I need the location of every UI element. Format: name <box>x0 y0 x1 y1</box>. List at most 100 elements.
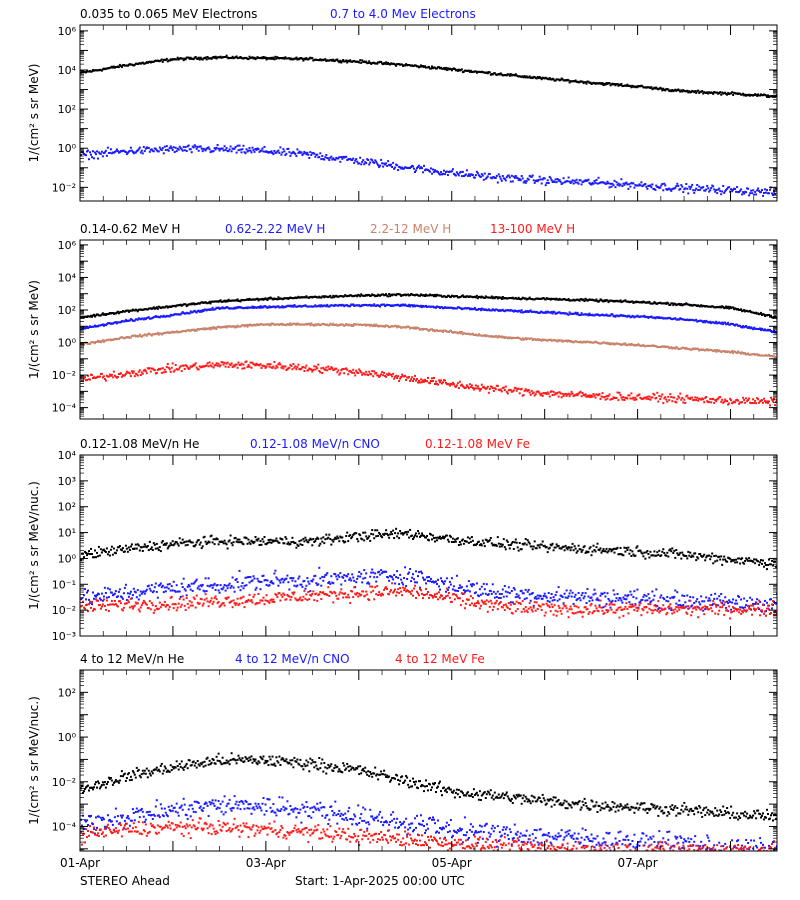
data-point <box>342 540 345 542</box>
data-point <box>431 377 433 380</box>
data-point <box>87 552 89 555</box>
data-point <box>763 397 765 400</box>
data-point <box>138 369 141 372</box>
data-point <box>540 339 543 342</box>
data-point <box>135 547 138 550</box>
data-point <box>229 145 232 148</box>
data-point <box>157 333 160 336</box>
data-point <box>602 300 605 303</box>
data-point <box>488 388 491 390</box>
data-point <box>261 538 264 541</box>
data-point <box>97 151 100 154</box>
data-point <box>247 149 250 152</box>
data-point <box>204 149 207 152</box>
data-point <box>258 544 261 546</box>
data-point <box>395 374 398 377</box>
data-point <box>305 295 308 298</box>
data-point <box>499 296 502 299</box>
data-point <box>301 544 304 546</box>
data-point <box>487 391 490 394</box>
data-point <box>162 371 165 374</box>
data-point <box>367 159 370 161</box>
data-point <box>642 343 645 346</box>
data-point <box>135 373 138 376</box>
data-point <box>97 157 99 160</box>
data-point <box>295 155 298 158</box>
data-point <box>263 536 266 538</box>
data-point <box>666 400 669 403</box>
data-point <box>155 306 158 309</box>
data-point <box>760 329 762 332</box>
data-point <box>214 55 217 58</box>
data-point <box>385 162 388 165</box>
data-point <box>508 176 511 179</box>
data-point <box>748 326 751 328</box>
data-point <box>316 536 319 539</box>
data-point <box>405 63 408 66</box>
data-point <box>521 337 524 340</box>
data-point <box>266 542 269 544</box>
data-point <box>757 93 760 96</box>
data-point <box>115 322 118 325</box>
data-point <box>385 61 388 64</box>
data-point <box>763 313 765 316</box>
data-point <box>679 187 682 190</box>
data-point <box>653 393 656 396</box>
data-point <box>461 294 464 297</box>
data-point <box>430 167 432 170</box>
data-point <box>270 541 273 544</box>
data-point <box>227 150 230 153</box>
data-point <box>680 89 683 92</box>
data-point <box>523 75 526 78</box>
data-point <box>253 540 256 543</box>
data-point <box>706 91 709 94</box>
data-point <box>176 542 179 545</box>
data-point <box>173 369 176 372</box>
data-point <box>716 192 719 195</box>
data-point <box>104 551 107 553</box>
data-point <box>251 361 254 364</box>
data-point <box>80 154 82 157</box>
data-point <box>177 148 180 151</box>
data-point <box>560 339 563 342</box>
data-point <box>382 374 385 377</box>
data-point <box>713 188 716 191</box>
data-point <box>93 157 95 160</box>
data-point <box>464 173 467 176</box>
data-point <box>628 183 631 186</box>
data-point <box>724 306 727 309</box>
data-point <box>755 402 758 405</box>
data-point <box>359 156 362 159</box>
data-point <box>490 309 493 312</box>
data-point <box>488 71 491 74</box>
data-point <box>261 147 264 150</box>
data-point <box>241 148 244 151</box>
data-point <box>310 368 313 371</box>
data-point <box>566 180 569 183</box>
data-point <box>422 171 424 174</box>
data-point <box>529 393 532 396</box>
data-point <box>392 372 395 375</box>
data-point <box>251 146 254 149</box>
data-point <box>272 153 275 156</box>
data-point <box>554 79 557 82</box>
data-point <box>147 146 150 149</box>
data-point <box>179 147 182 150</box>
data-point <box>400 376 403 378</box>
data-point <box>142 318 145 321</box>
data-point <box>747 187 750 190</box>
data-point <box>320 367 323 370</box>
data-point <box>414 326 416 329</box>
data-point <box>619 299 622 302</box>
data-point <box>215 146 218 149</box>
data-point <box>201 58 204 61</box>
data-point <box>136 374 139 377</box>
data-point <box>373 303 376 306</box>
data-point <box>269 151 272 154</box>
data-point <box>598 393 601 396</box>
data-point <box>208 300 211 303</box>
y-tick-label: 10² <box>58 304 76 317</box>
data-point <box>152 150 155 153</box>
data-point <box>660 87 663 90</box>
data-point <box>629 397 632 400</box>
